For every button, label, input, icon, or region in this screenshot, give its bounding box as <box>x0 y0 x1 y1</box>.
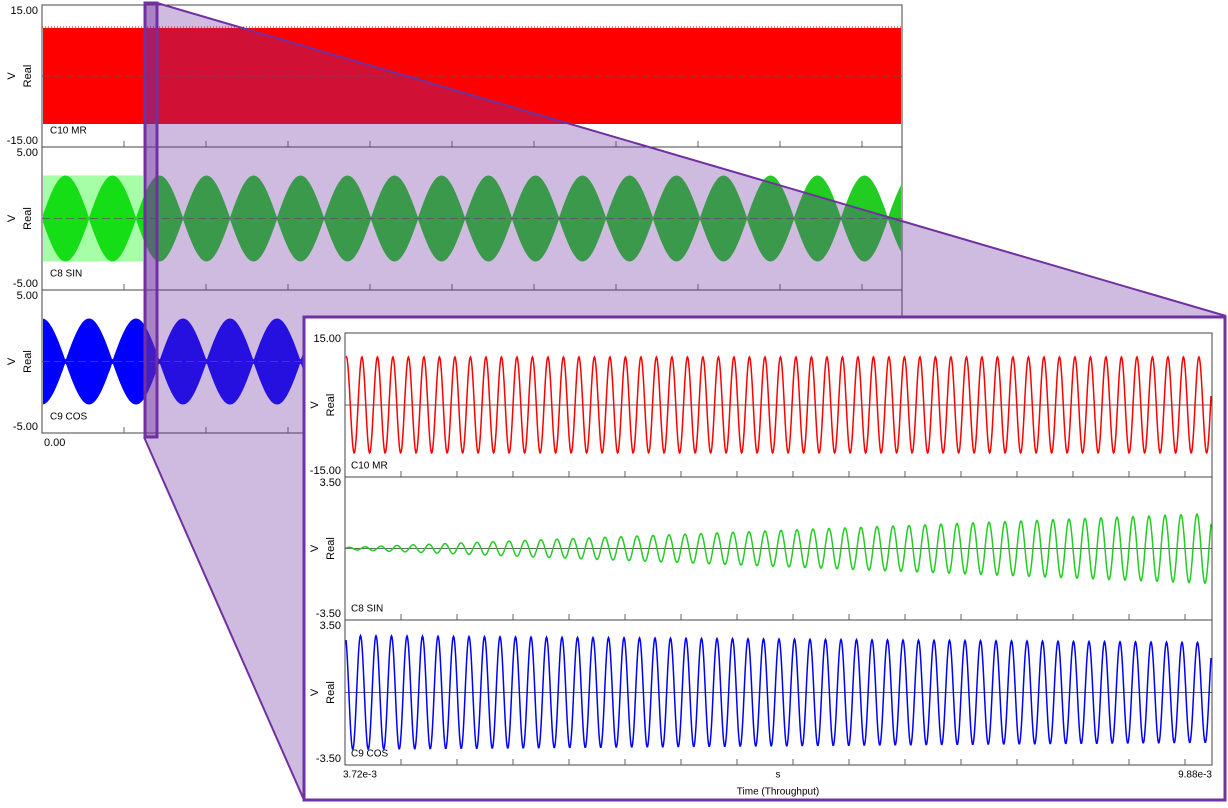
y-max-label: 15.00 <box>10 5 38 17</box>
y-min-label: -15.00 <box>310 465 341 477</box>
quantity-label: Real <box>22 207 34 230</box>
selection-box <box>143 1 159 439</box>
y-min-label: -15.00 <box>7 135 38 147</box>
y-min-label: -5.00 <box>13 421 38 433</box>
y-max-label: 5.00 <box>17 290 38 302</box>
quantity-label: Real <box>22 65 34 88</box>
waveform <box>345 512 1212 585</box>
quantity-label: Real <box>325 394 337 417</box>
waveform <box>345 633 1212 750</box>
unit-label: V <box>309 688 321 696</box>
channel-label: C9 COS <box>50 412 88 423</box>
unit-label: V <box>6 214 18 222</box>
y-max-label: 3.50 <box>320 477 341 489</box>
unit-label: V <box>309 544 321 552</box>
y-max-label: 3.50 <box>320 620 341 632</box>
channel-label: C9 COS <box>351 749 389 760</box>
unit-label: V <box>6 357 18 365</box>
y-min-label: -3.50 <box>316 608 341 620</box>
unit-label: V <box>6 72 18 80</box>
channel-label: C10 MR <box>50 126 87 137</box>
channel-label: C8 SIN <box>351 604 383 615</box>
waveform <box>345 355 1212 455</box>
x-unit-label: s <box>776 770 781 781</box>
projection-edge <box>143 436 305 801</box>
quantity-label: Real <box>325 537 337 560</box>
quantity-label: Real <box>22 350 34 373</box>
channel-label: C10 MR <box>351 461 388 472</box>
x-start-label: 3.72e-3 <box>343 770 377 781</box>
y-min-label: -5.00 <box>13 278 38 290</box>
x-axis-title: Time (Throughput) <box>737 787 819 798</box>
x-start-label: 0.00 <box>44 437 65 449</box>
y-max-label: 15.00 <box>313 333 341 345</box>
x-end-label: 9.88e-3 <box>1178 770 1212 781</box>
unit-label: V <box>309 401 321 409</box>
quantity-label: Real <box>325 681 337 704</box>
projection-edge <box>156 2 1227 317</box>
waveform <box>43 175 901 262</box>
channel-label: C8 SIN <box>50 269 82 280</box>
y-max-label: 5.00 <box>17 147 38 159</box>
y-min-label: -3.50 <box>316 753 341 765</box>
